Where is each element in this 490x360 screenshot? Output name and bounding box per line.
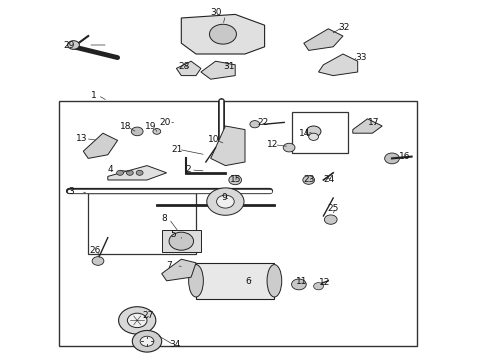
Polygon shape — [83, 133, 118, 158]
Text: 12: 12 — [318, 279, 330, 287]
Text: 26: 26 — [89, 246, 100, 255]
Text: 7: 7 — [167, 261, 172, 270]
Polygon shape — [304, 29, 343, 50]
Text: 17: 17 — [368, 118, 379, 127]
Text: 20: 20 — [159, 118, 171, 127]
Circle shape — [303, 176, 315, 184]
Text: 29: 29 — [64, 41, 75, 50]
Text: 12: 12 — [267, 140, 278, 149]
Circle shape — [314, 283, 323, 290]
Bar — [292, 112, 348, 153]
Circle shape — [306, 126, 321, 137]
Text: 23: 23 — [304, 175, 315, 184]
Circle shape — [140, 336, 154, 346]
Circle shape — [92, 257, 104, 265]
Text: 22: 22 — [257, 118, 269, 127]
Text: 16: 16 — [399, 152, 411, 161]
Bar — [59, 101, 416, 346]
Text: 3: 3 — [69, 187, 74, 196]
Circle shape — [131, 127, 143, 136]
Circle shape — [324, 215, 337, 224]
Text: 31: 31 — [223, 62, 234, 71]
Ellipse shape — [189, 265, 203, 297]
Text: 25: 25 — [327, 204, 339, 212]
Circle shape — [136, 170, 143, 175]
Text: 30: 30 — [211, 8, 222, 17]
Circle shape — [292, 279, 306, 290]
Polygon shape — [162, 259, 196, 281]
Text: 4: 4 — [108, 166, 113, 175]
Bar — [88, 193, 196, 254]
Circle shape — [119, 307, 156, 334]
Circle shape — [169, 232, 194, 250]
Polygon shape — [353, 119, 382, 133]
Polygon shape — [108, 166, 167, 180]
Polygon shape — [181, 14, 265, 54]
Text: 15: 15 — [230, 175, 242, 184]
Ellipse shape — [210, 24, 237, 44]
Circle shape — [207, 188, 244, 215]
Circle shape — [229, 175, 242, 185]
Text: 10: 10 — [208, 135, 220, 144]
Circle shape — [126, 170, 133, 175]
Polygon shape — [211, 126, 245, 166]
Polygon shape — [176, 61, 201, 76]
Text: 1: 1 — [91, 91, 97, 100]
Circle shape — [250, 121, 260, 128]
Text: 32: 32 — [338, 23, 349, 32]
Text: 5: 5 — [171, 230, 176, 239]
Circle shape — [217, 195, 234, 208]
Text: 33: 33 — [355, 53, 367, 62]
Text: 2: 2 — [185, 166, 191, 175]
Text: 18: 18 — [120, 122, 131, 131]
Text: 8: 8 — [162, 215, 168, 223]
Circle shape — [127, 313, 147, 328]
Bar — [196, 263, 274, 299]
Circle shape — [385, 153, 399, 164]
Text: 24: 24 — [323, 175, 335, 184]
Polygon shape — [318, 54, 358, 76]
Text: 9: 9 — [221, 193, 227, 202]
Circle shape — [153, 129, 161, 134]
Text: 34: 34 — [169, 341, 180, 349]
Text: 13: 13 — [76, 134, 87, 143]
Circle shape — [283, 143, 295, 152]
Circle shape — [132, 330, 162, 352]
Text: 14: 14 — [299, 130, 310, 139]
Circle shape — [309, 133, 318, 140]
Ellipse shape — [267, 265, 282, 297]
Text: 27: 27 — [142, 310, 153, 320]
Polygon shape — [201, 61, 235, 79]
Text: 21: 21 — [172, 145, 183, 154]
Text: 11: 11 — [296, 277, 308, 286]
Text: 6: 6 — [245, 277, 251, 286]
Text: 28: 28 — [179, 62, 190, 71]
Circle shape — [68, 41, 79, 49]
Text: 19: 19 — [145, 122, 156, 131]
Circle shape — [117, 170, 123, 175]
Bar — [162, 230, 201, 252]
